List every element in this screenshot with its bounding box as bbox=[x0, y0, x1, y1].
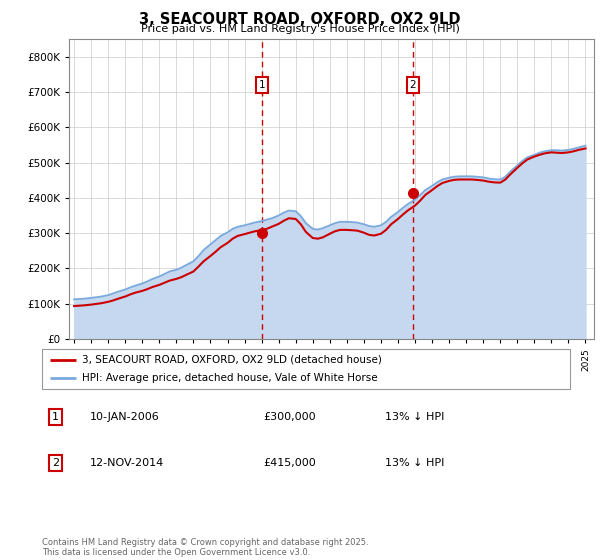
Text: HPI: Average price, detached house, Vale of White Horse: HPI: Average price, detached house, Vale… bbox=[82, 374, 377, 383]
Text: 3, SEACOURT ROAD, OXFORD, OX2 9LD: 3, SEACOURT ROAD, OXFORD, OX2 9LD bbox=[139, 12, 461, 27]
Text: Price paid vs. HM Land Registry's House Price Index (HPI): Price paid vs. HM Land Registry's House … bbox=[140, 24, 460, 34]
Text: 12-NOV-2014: 12-NOV-2014 bbox=[89, 458, 164, 468]
FancyBboxPatch shape bbox=[42, 349, 570, 389]
Text: 1: 1 bbox=[52, 412, 59, 422]
Text: Contains HM Land Registry data © Crown copyright and database right 2025.
This d: Contains HM Land Registry data © Crown c… bbox=[42, 538, 368, 557]
Text: 2: 2 bbox=[52, 458, 59, 468]
Text: £415,000: £415,000 bbox=[264, 458, 317, 468]
Text: 13% ↓ HPI: 13% ↓ HPI bbox=[385, 412, 445, 422]
Text: 2: 2 bbox=[409, 80, 416, 90]
Text: £300,000: £300,000 bbox=[264, 412, 316, 422]
Text: 10-JAN-2006: 10-JAN-2006 bbox=[89, 412, 159, 422]
Text: 13% ↓ HPI: 13% ↓ HPI bbox=[385, 458, 445, 468]
Text: 3, SEACOURT ROAD, OXFORD, OX2 9LD (detached house): 3, SEACOURT ROAD, OXFORD, OX2 9LD (detac… bbox=[82, 355, 382, 365]
Text: 1: 1 bbox=[259, 80, 265, 90]
